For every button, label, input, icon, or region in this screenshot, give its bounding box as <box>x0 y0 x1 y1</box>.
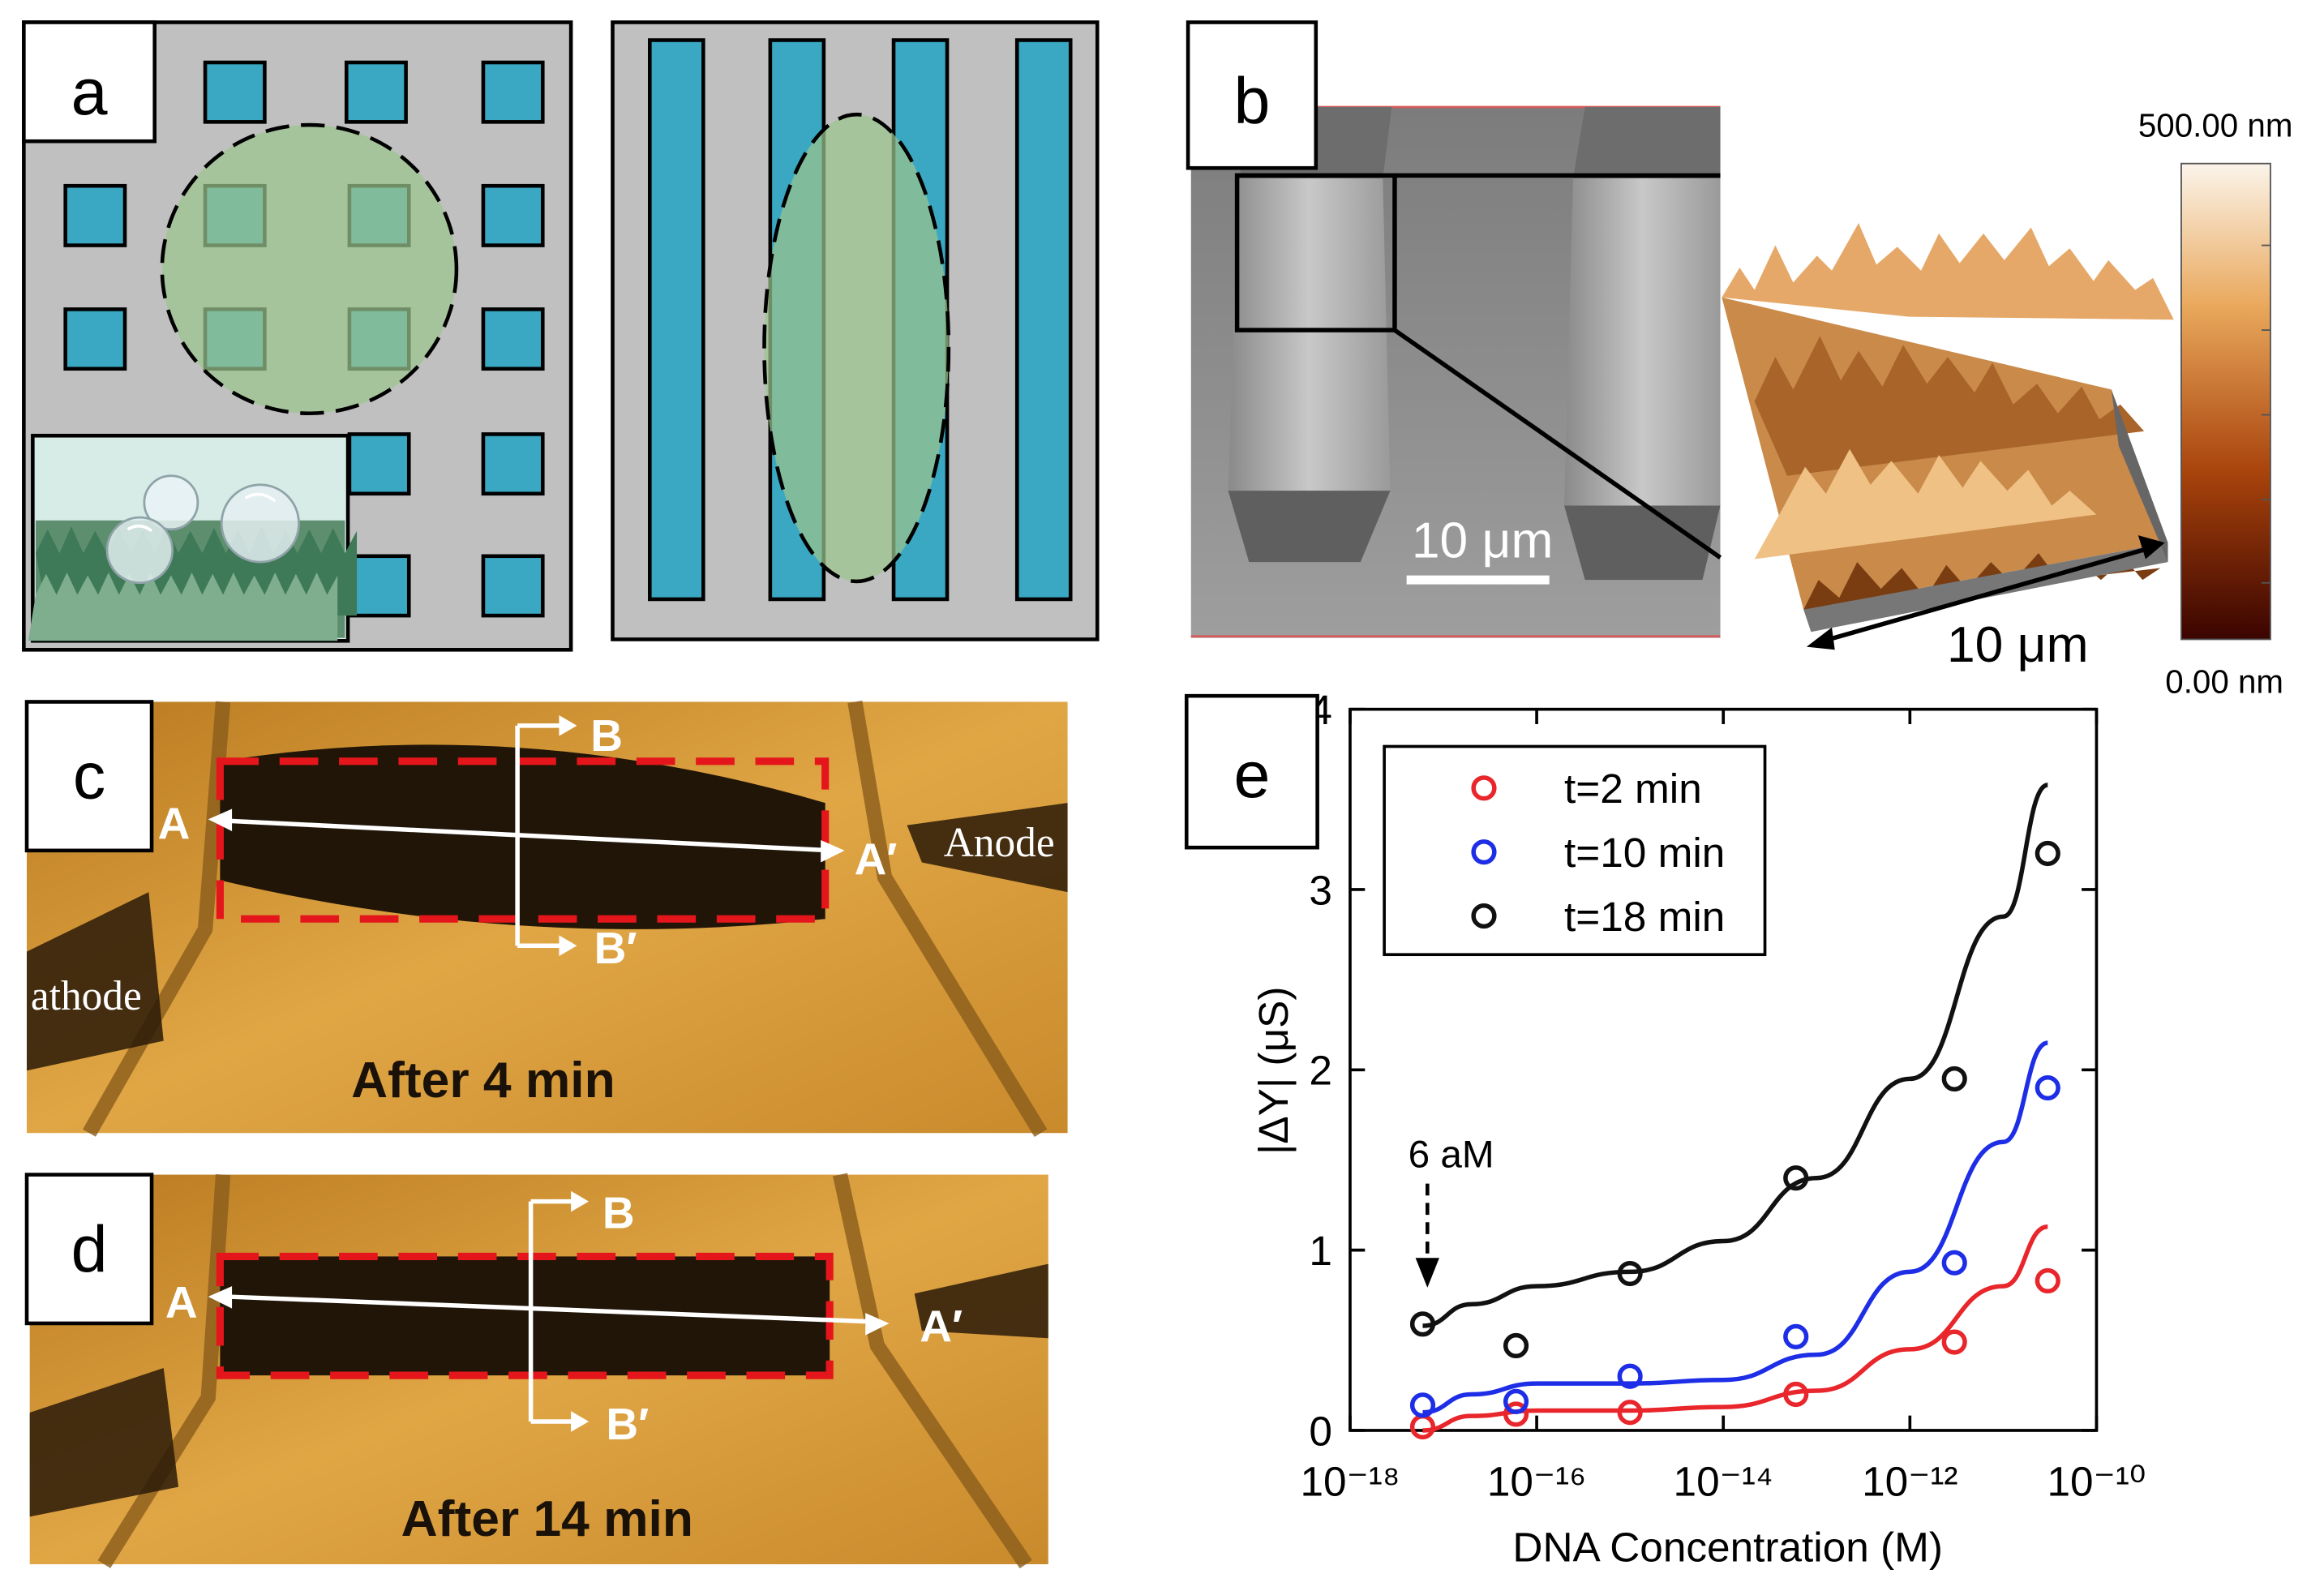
panel-b: 10 μm 10 μm 500.00 nm 0.00 nm <box>1186 20 2293 701</box>
data-point <box>1941 1250 1967 1276</box>
panel-a-label: a <box>71 56 108 129</box>
point-a-prime-label: A′ <box>855 834 898 884</box>
electrode-pad <box>344 60 408 124</box>
data-point <box>2035 1074 2060 1101</box>
fit-curve <box>1422 783 2049 1328</box>
panel-d-label: d <box>71 1213 108 1286</box>
electrode-pad <box>481 60 545 124</box>
droplet-photo-inset <box>28 433 358 643</box>
electrode-pad <box>347 554 411 618</box>
zoom-box <box>1234 173 1397 332</box>
droplet-ellipse <box>762 112 951 584</box>
sem-image: 10 μm <box>1190 105 1722 638</box>
fit-curve <box>1422 1224 2048 1433</box>
legend-marker <box>1471 839 1497 865</box>
data-point <box>1783 1381 1809 1408</box>
legend-entry: t=18 min <box>1564 894 1725 940</box>
scale-bar-label: 10 μm <box>1412 513 1553 569</box>
point-b-label: B <box>590 710 623 761</box>
electrode-pad <box>481 307 545 371</box>
y-tick-label: 3 <box>1309 867 1332 913</box>
anode-label: Anode <box>944 820 1055 866</box>
panel-a-label-box <box>22 20 157 144</box>
point-a-prime-label: A′ <box>920 1301 963 1351</box>
point-b-label: B <box>602 1188 635 1238</box>
electrode-pad <box>481 554 545 618</box>
data-point <box>1941 1329 1967 1355</box>
panel-a: a <box>22 20 1100 652</box>
panel-d-caption: After 14 min <box>401 1491 693 1547</box>
electrode-pad <box>347 432 411 496</box>
panel-b-label-box <box>1186 20 1319 170</box>
data-point <box>1941 1066 1967 1092</box>
fit-curve <box>1422 1040 2049 1415</box>
panel-c-caption: After 4 min <box>351 1053 615 1109</box>
data-point <box>1783 1165 1809 1191</box>
x-tick-label: 10⁻¹⁴ <box>1674 1459 1773 1505</box>
panel-e-label-box <box>1184 693 1319 850</box>
colorbar-min-label: 0.00 nm <box>2165 663 2283 700</box>
y-axis-label: |ΔY| (μS) <box>1250 986 1297 1154</box>
data-point <box>1617 1363 1643 1389</box>
legend-marker <box>1471 775 1497 801</box>
point-b-prime-label: B′ <box>606 1399 649 1449</box>
y-tick-label: 1 <box>1309 1228 1332 1274</box>
panel-c-label-box <box>24 700 154 853</box>
data-point <box>1617 1260 1643 1287</box>
data-point <box>1409 1392 1436 1418</box>
panel-b-label: b <box>1233 65 1270 138</box>
point-a-label: A <box>165 1277 198 1327</box>
annotation-arrowhead <box>1415 1258 1439 1288</box>
legend-entry: t=2 min <box>1564 765 1702 812</box>
panel-c: A A′ B B′ Anode athode After 4 min c <box>24 700 1068 1138</box>
x-axis-label: DNA Concentration (M) <box>1512 1524 1943 1570</box>
legend-marker <box>1471 903 1497 929</box>
cathode-label: athode <box>31 973 142 1019</box>
afm-scale-label: 10 μm <box>1947 617 2088 673</box>
colorbar-max-label: 500.00 nm <box>2138 107 2293 144</box>
data-point <box>1503 1401 1529 1427</box>
panel-d: A A′ B B′ After 14 min d <box>24 1173 1048 1569</box>
x-tick-label: 10⁻¹⁶ <box>1487 1459 1586 1505</box>
data-point <box>1503 1332 1529 1359</box>
detection-limit-annotation: 6 aM <box>1409 1133 1494 1176</box>
panel-d-label-box <box>24 1173 154 1326</box>
data-point <box>2035 1267 2060 1294</box>
electrode-strip <box>648 38 705 602</box>
panel-e-label: e <box>1233 739 1270 812</box>
red-dashed-box <box>216 1252 834 1379</box>
legend-box <box>1383 744 1767 957</box>
afm-colorbar: 500.00 nm 0.00 nm <box>2138 107 2293 701</box>
x-tick-label: 10⁻¹⁸ <box>1300 1459 1400 1505</box>
afm-surface: 10 μm <box>1722 223 2174 673</box>
data-point <box>1503 1388 1529 1414</box>
electrode-pad <box>63 183 127 247</box>
x-tick-label: 10⁻¹² <box>1862 1459 1957 1505</box>
electrode-strip <box>1014 38 1073 602</box>
data-point <box>1409 1311 1436 1337</box>
data-point <box>2035 840 2060 867</box>
electrode-pad <box>203 60 267 124</box>
x-tick-label: 10⁻¹⁰ <box>2047 1459 2146 1505</box>
point-b-prime-label: B′ <box>594 923 637 973</box>
electrode-pad <box>63 307 127 371</box>
y-tick-label: 0 <box>1309 1408 1332 1454</box>
droplet-circle <box>160 122 459 416</box>
electrode-pad <box>481 432 545 496</box>
electrode-pad <box>481 183 545 247</box>
legend-entry: t=10 min <box>1564 830 1725 876</box>
data-point <box>1617 1400 1643 1426</box>
red-dashed-box <box>216 757 830 923</box>
point-a-label: A <box>158 798 191 848</box>
panel-c-label: c <box>73 740 105 813</box>
y-tick-label: 2 <box>1309 1048 1332 1094</box>
scale-bar <box>1406 575 1550 585</box>
data-point <box>1783 1323 1809 1349</box>
